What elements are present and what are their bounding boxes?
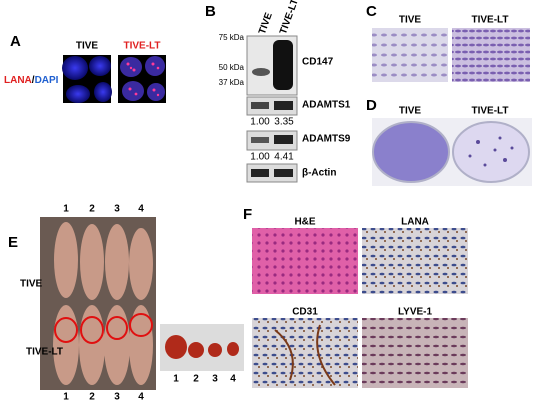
- colony-dish: [372, 118, 532, 186]
- marker-label: 37 kDa: [219, 78, 245, 87]
- row-label: TIVE: [20, 279, 43, 290]
- mouse-photo: [40, 217, 156, 390]
- quantification: 4.41: [274, 152, 294, 163]
- marker-label: 75 kDa: [219, 33, 245, 42]
- quantification: 1.00: [250, 152, 270, 163]
- micrograph: [62, 55, 166, 103]
- mouse-number: 1: [63, 204, 69, 215]
- blot-label: ADAMTS9: [302, 134, 351, 145]
- micrograph: [362, 228, 468, 294]
- stain-text: /: [32, 75, 35, 86]
- tumor-photo: [160, 324, 244, 371]
- blot-label: β-Actin: [302, 168, 336, 179]
- mouse-number: 2: [89, 392, 95, 403]
- panel-label: B: [205, 3, 216, 20]
- column-label: TIVE: [257, 11, 275, 36]
- vessel: [274, 324, 336, 386]
- micrograph: [252, 318, 358, 388]
- micrograph: [372, 28, 448, 82]
- column-label: TIVE: [399, 106, 422, 117]
- stain-text: LANA: [4, 75, 32, 86]
- column-label: TIVE: [76, 41, 99, 52]
- column-label: TIVE: [399, 15, 422, 26]
- tumor-number: 4: [230, 374, 236, 385]
- marker-label: 50 kDa: [219, 63, 245, 72]
- stain-label: LANA: [401, 217, 429, 228]
- panel-label: A: [10, 33, 21, 50]
- mouse-number: 3: [114, 204, 120, 215]
- quantification: 1.00: [250, 117, 270, 128]
- panel-label: E: [8, 234, 18, 251]
- tumor-number: 1: [173, 374, 179, 385]
- blot-label: ADAMTS1: [302, 100, 351, 111]
- mouse-number: 2: [89, 204, 95, 215]
- mouse-number: 4: [138, 204, 144, 215]
- stain-label: LYVE-1: [398, 307, 433, 318]
- tumor-number: 2: [193, 374, 199, 385]
- quantification: 3.35: [274, 117, 294, 128]
- western-blot: [246, 35, 298, 183]
- mouse-number: 3: [114, 392, 120, 403]
- column-label: TIVE-LT: [471, 15, 508, 26]
- tumor-number: 3: [212, 374, 218, 385]
- micrograph: [362, 318, 468, 388]
- stain-label: H&E: [294, 217, 315, 228]
- micrograph: [452, 28, 530, 82]
- column-label: TIVE-LT: [278, 0, 301, 36]
- mouse-number: 4: [138, 392, 144, 403]
- mouse-number: 1: [63, 392, 69, 403]
- stain-text: DAPI: [35, 75, 59, 86]
- micrograph: [252, 228, 358, 294]
- panel-label: D: [366, 97, 377, 114]
- row-label: TIVE-LT: [26, 347, 63, 358]
- column-label: TIVE-LT: [123, 41, 160, 52]
- panel-label: F: [243, 206, 252, 223]
- column-label: TIVE-LT: [471, 106, 508, 117]
- stain-label: CD31: [292, 307, 318, 318]
- stain-label: LANA/DAPI: [4, 75, 59, 86]
- panel-label: C: [366, 3, 377, 20]
- blot-label: CD147: [302, 57, 334, 68]
